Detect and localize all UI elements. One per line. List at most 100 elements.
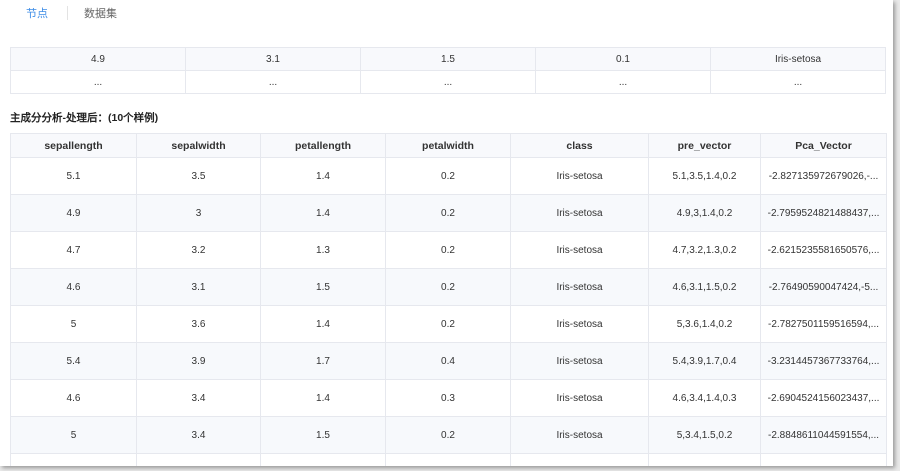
table-cell: Iris-setosa [510,379,649,417]
table-cell: 5.1 [10,157,137,195]
table-cell: Iris-setosa [510,416,649,454]
input-data-table: 4.9 3.1 1.5 0.1 Iris-setosa............... [10,47,886,94]
table-cell: 0.2 [385,194,511,232]
table-cell: 5,3.4,1.5,0.2 [648,416,761,454]
table-cell: 5 [10,305,137,343]
table-cell: 1.3 [260,231,386,269]
table-cell: 0.2 [385,416,511,454]
table-cell: 0.2 [385,231,511,269]
table-row: 4.9 3 1.4 0.2 Iris-setosa 4.9,3,1.4,0.2 -2.795… [10,194,887,232]
table-cell: 1.4 [260,379,386,417]
table-cell: 3.4 [136,416,261,454]
table-cell [10,453,137,466]
table-cell: Iris-setosa [510,157,649,195]
table-cell: 5,3.6,1.4,0.2 [648,305,761,343]
table-cell: 0.2 [385,268,511,306]
table-cell: 4.6 [10,379,137,417]
table-cell: 0.2 [385,305,511,343]
table-cell: 3.6 [136,305,261,343]
table-cell: 1.4 [260,194,386,232]
tab-bar: 节点 数据集 [26,5,117,21]
table-cell: -2.76490590047424,-5... [760,268,887,306]
table-cell: -2.6215235581650576,... [760,231,887,269]
table-row: 5.1 3.5 1.4 0.2 Iris-setosa 5.1,3.5,1.4,0.2 -2… [10,157,887,195]
table-cell: -2.623384532447339 [760,453,887,466]
table-cell: -2.8848611044591554,... [760,416,887,454]
table-cell: 4.9 [10,47,186,71]
table-row: -2.623384532447339 [10,453,887,466]
section-title: 主成分分析-处理后：(10个样例) [10,112,159,124]
column-header-petalwidth: petalwidth [385,133,511,158]
table-cell: ... [535,70,711,94]
table-cell: 3.1 [136,268,261,306]
table-cell: 4.7,3.2,1.3,0.2 [648,231,761,269]
table-cell: Iris-setosa [510,268,649,306]
table-cell: 4.6,3.4,1.4,0.3 [648,379,761,417]
column-header-sepallength: sepallength [10,133,137,158]
tab-node[interactable]: 节点 [26,8,48,20]
table-cell: -2.6904524156023437,... [760,379,887,417]
table-cell [136,453,261,466]
table-cell: 5.4 [10,342,137,380]
table-cell: 1.5 [260,416,386,454]
table-cell: 5 [10,416,137,454]
table-cell: Iris-setosa [510,305,649,343]
table-row: 4.6 3.4 1.4 0.3 Iris-setosa 4.6,3.4,1.4,0.3 -2… [10,379,887,417]
table-cell: 0.1 [535,47,711,71]
table-cell: 5.4,3.9,1.7,0.4 [648,342,761,380]
table-cell: 4.9,3,1.4,0.2 [648,194,761,232]
table-cell: -2.7827501159516594,... [760,305,887,343]
table-cell: 3 [136,194,261,232]
table-cell: ... [185,70,361,94]
table-row: 4.6 3.1 1.5 0.2 Iris-setosa 4.6,3.1,1.5,0.2 -2… [10,268,887,306]
table-row: 4.7 3.2 1.3 0.2 Iris-setosa 4.7,3.2,1.3,0.2 -2… [10,231,887,269]
column-header-pre_vector: pre_vector [648,133,761,158]
column-header-pca_vector: Pca_Vector [760,133,887,158]
table-cell [385,453,511,466]
column-header-sepalwidth: sepalwidth [136,133,261,158]
table-cell: 1.4 [260,305,386,343]
table-cell: 4.9 [10,194,137,232]
table-cell: 4.6,3.1,1.5,0.2 [648,268,761,306]
table-cell: 4.6 [10,268,137,306]
column-header-class: class [510,133,649,158]
table-cell [260,453,386,466]
table-cell: 3.1 [185,47,361,71]
table-cell: Iris-setosa [510,194,649,232]
table-cell: 3.4 [136,379,261,417]
table-row: 5 3.4 1.5 0.2 Iris-setosa 5,3.4,1.5,0.2 -2.884… [10,416,887,454]
table-cell: ... [10,70,186,94]
table-cell: 3.5 [136,157,261,195]
table-cell: Iris-setosa [510,342,649,380]
tab-dataset[interactable]: 数据集 [84,8,117,20]
table-header-row: sepallength sepalwidth petallength petalwid… [10,133,887,158]
tab-divider [67,6,68,20]
table-cell: 4.7 [10,231,137,269]
table-cell: 1.5 [260,268,386,306]
table-cell: 3.9 [136,342,261,380]
table-cell: 1.5 [360,47,536,71]
table-cell: Iris-setosa [510,231,649,269]
table-row: 5 3.6 1.4 0.2 Iris-setosa 5,3.6,1.4,0.2 -2.782… [10,305,887,343]
table-cell: 0.4 [385,342,511,380]
table-cell: -2.827135972679026,-... [760,157,887,195]
table-cell: 1.7 [260,342,386,380]
table-cell: 0.2 [385,157,511,195]
table-cell [510,453,649,466]
table-cell: 1.4 [260,157,386,195]
table-cell: ... [710,70,886,94]
table-cell: -2.7959524821488437,... [760,194,887,232]
table-cell: ... [360,70,536,94]
table-cell: 0.3 [385,379,511,417]
table-row: 5.4 3.9 1.7 0.4 Iris-setosa 5.4,3.9,1.7,0.4 -3… [10,342,887,380]
column-header-petallength: petallength [260,133,386,158]
table-row: 4.9 3.1 1.5 0.1 Iris-setosa [10,47,886,71]
table-cell: 3.2 [136,231,261,269]
table-row: ............... [10,70,886,94]
table-cell: Iris-setosa [710,47,886,71]
table-cell [648,453,761,466]
table-cell: -3.2314457367733764,... [760,342,887,380]
table-cell: 5.1,3.5,1.4,0.2 [648,157,761,195]
pca-result-table: sepallength sepalwidth petallength petalwid… [10,133,887,466]
